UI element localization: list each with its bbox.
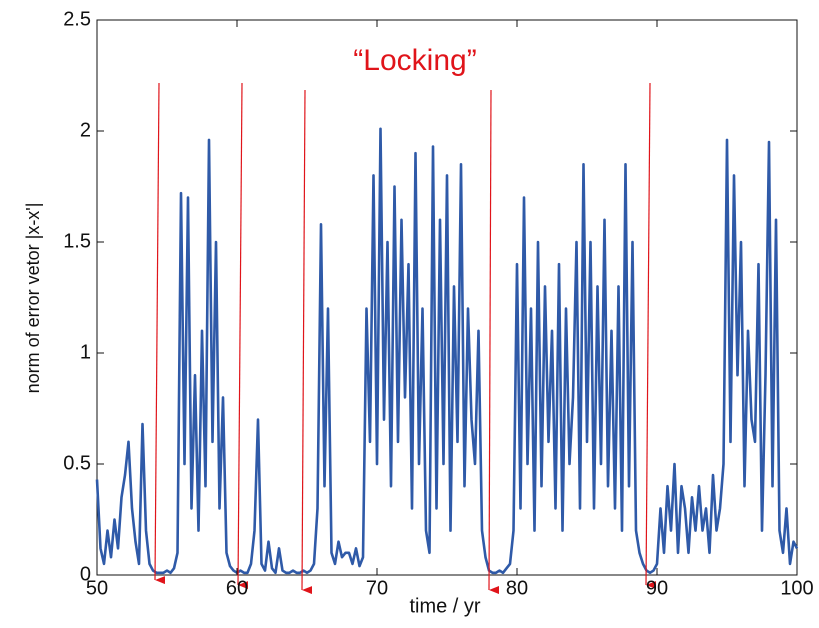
annotation: “Locking” <box>353 44 476 77</box>
x-tick-label: 70 <box>366 577 388 599</box>
x-tick-label: 80 <box>506 577 528 599</box>
data-line <box>95 127 799 575</box>
x-tick-label: 60 <box>226 577 248 599</box>
y-tick-label: 1 <box>80 341 91 363</box>
y-tick-label: 1.5 <box>63 230 91 252</box>
arrow <box>645 82 657 590</box>
arrow <box>301 89 313 595</box>
y-tick-label: 2.5 <box>63 8 91 30</box>
y-axis-label: norm of error vetor |x-x'| <box>23 203 43 394</box>
y-tick-label: 2 <box>80 119 91 141</box>
x-tick-label: 90 <box>646 577 668 599</box>
x-axis-label: time / yr <box>409 595 480 617</box>
y-tick-label: 0.5 <box>63 452 91 474</box>
y-tick-label: 0 <box>80 563 91 585</box>
arrow <box>154 82 166 585</box>
x-tick-label: 100 <box>780 577 813 599</box>
arrow <box>488 89 500 595</box>
x-tick-label: 50 <box>86 577 108 599</box>
plot-frame <box>96 19 798 576</box>
arrow <box>237 82 249 590</box>
